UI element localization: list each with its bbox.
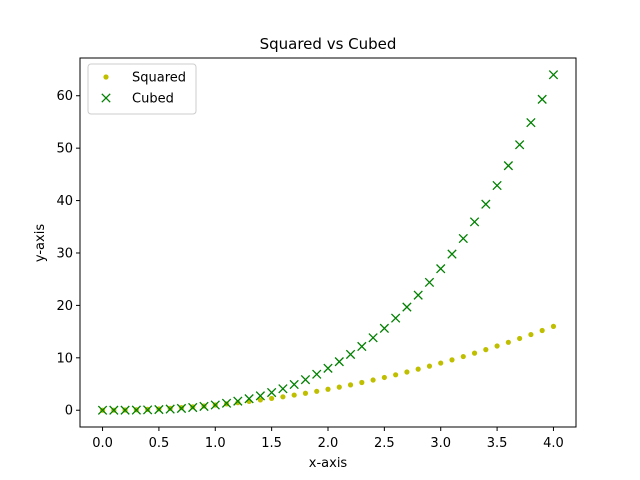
- data-point: [526, 117, 536, 128]
- x-tick-label: 0.5: [149, 436, 170, 451]
- data-point: [120, 405, 130, 415]
- data-point: [359, 379, 365, 386]
- chart-title: Squared vs Cubed: [260, 35, 397, 53]
- data-point: [503, 161, 514, 171]
- data-point: [233, 396, 243, 406]
- x-tick-label: 0.0: [92, 436, 113, 451]
- data-point: [469, 217, 480, 227]
- data-point: [154, 404, 164, 415]
- data-point: [481, 199, 491, 209]
- y-tick-label: 20: [56, 299, 73, 314]
- data-point: [370, 377, 376, 383]
- data-point: [142, 405, 153, 415]
- data-point: [269, 395, 275, 402]
- data-point: [131, 405, 142, 415]
- data-point: [390, 313, 401, 323]
- data-point: [438, 360, 444, 366]
- data-point: [314, 388, 320, 394]
- data-point: [449, 357, 455, 363]
- data-point: [539, 327, 545, 334]
- data-point: [345, 349, 356, 360]
- data-point: [210, 400, 220, 410]
- legend-label-squared: Squared: [132, 71, 186, 86]
- y-tick-label: 10: [56, 351, 73, 366]
- x-tick-label: 4.0: [543, 436, 564, 451]
- data-point: [424, 277, 435, 288]
- data-point: [336, 384, 342, 390]
- data-point: [323, 363, 333, 373]
- data-point: [460, 353, 466, 360]
- data-point: [436, 264, 446, 274]
- data-point: [404, 369, 410, 375]
- data-point: [325, 386, 331, 392]
- data-point: [97, 405, 108, 415]
- x-tick-label: 2.5: [374, 436, 395, 451]
- data-point: [278, 384, 288, 394]
- data-point: [494, 343, 500, 349]
- data-point: [221, 398, 232, 408]
- legend-marker-squared: [103, 74, 109, 80]
- data-point: [302, 390, 309, 396]
- data-point: [514, 140, 525, 150]
- legend-box: [87, 63, 197, 115]
- data-point: [393, 372, 399, 378]
- legend: Squared Cubed: [87, 63, 197, 115]
- data-point: [505, 339, 511, 345]
- data-point: [199, 401, 209, 412]
- data-point: [415, 366, 421, 372]
- data-point: [165, 404, 175, 414]
- x-tick-label: 3.0: [430, 436, 451, 451]
- data-point: [447, 249, 457, 259]
- y-axis-label: y-axis: [33, 224, 48, 262]
- data-point: [402, 302, 412, 312]
- y-tick-label: 0: [65, 404, 73, 419]
- x-axis-label: x-axis: [309, 456, 348, 471]
- y-tick-label: 50: [56, 142, 73, 157]
- data-point: [235, 400, 241, 406]
- data-point: [517, 335, 523, 342]
- legend-label-cubed: Cubed: [132, 92, 174, 107]
- data-point: [109, 405, 119, 415]
- data-point: [357, 341, 367, 352]
- data-point: [548, 70, 559, 80]
- data-point: [291, 392, 297, 398]
- data-point: [244, 394, 254, 404]
- series-cubed: [97, 70, 559, 415]
- data-point: [379, 323, 390, 333]
- data-point: [255, 391, 266, 401]
- legend-marker-cubed: [101, 93, 111, 103]
- data-point: [483, 347, 489, 353]
- data-point: [471, 350, 478, 356]
- data-point: [537, 94, 547, 104]
- data-point: [413, 290, 423, 300]
- data-point: [289, 379, 299, 390]
- data-point: [312, 369, 322, 379]
- x-tick-label: 2.0: [318, 436, 339, 451]
- data-point: [458, 233, 468, 244]
- data-point: [280, 394, 286, 400]
- data-point: [334, 357, 344, 367]
- data-point: [528, 331, 534, 338]
- data-point: [368, 333, 378, 343]
- y-tick-label: 60: [56, 89, 73, 104]
- y-tick-label: 30: [56, 246, 73, 261]
- axis-ticks: 0.0 0.5 1.0 1.5 2.0 2.5 3.0 3.5 4.0 0 10 20 30 40 50 60: [56, 89, 563, 451]
- data-point: [176, 403, 187, 414]
- x-tick-label: 3.5: [487, 436, 508, 451]
- data-point: [347, 382, 354, 388]
- data-point: [381, 374, 387, 381]
- data-point: [266, 387, 277, 398]
- y-tick-label: 40: [56, 194, 73, 209]
- data-point: [550, 323, 557, 329]
- x-tick-label: 1.0: [205, 436, 226, 451]
- x-tick-label: 1.5: [261, 436, 282, 451]
- data-point: [492, 180, 502, 191]
- data-point: [300, 374, 311, 385]
- data-point: [426, 363, 433, 369]
- data-point: [257, 397, 263, 403]
- data-point: [188, 402, 198, 413]
